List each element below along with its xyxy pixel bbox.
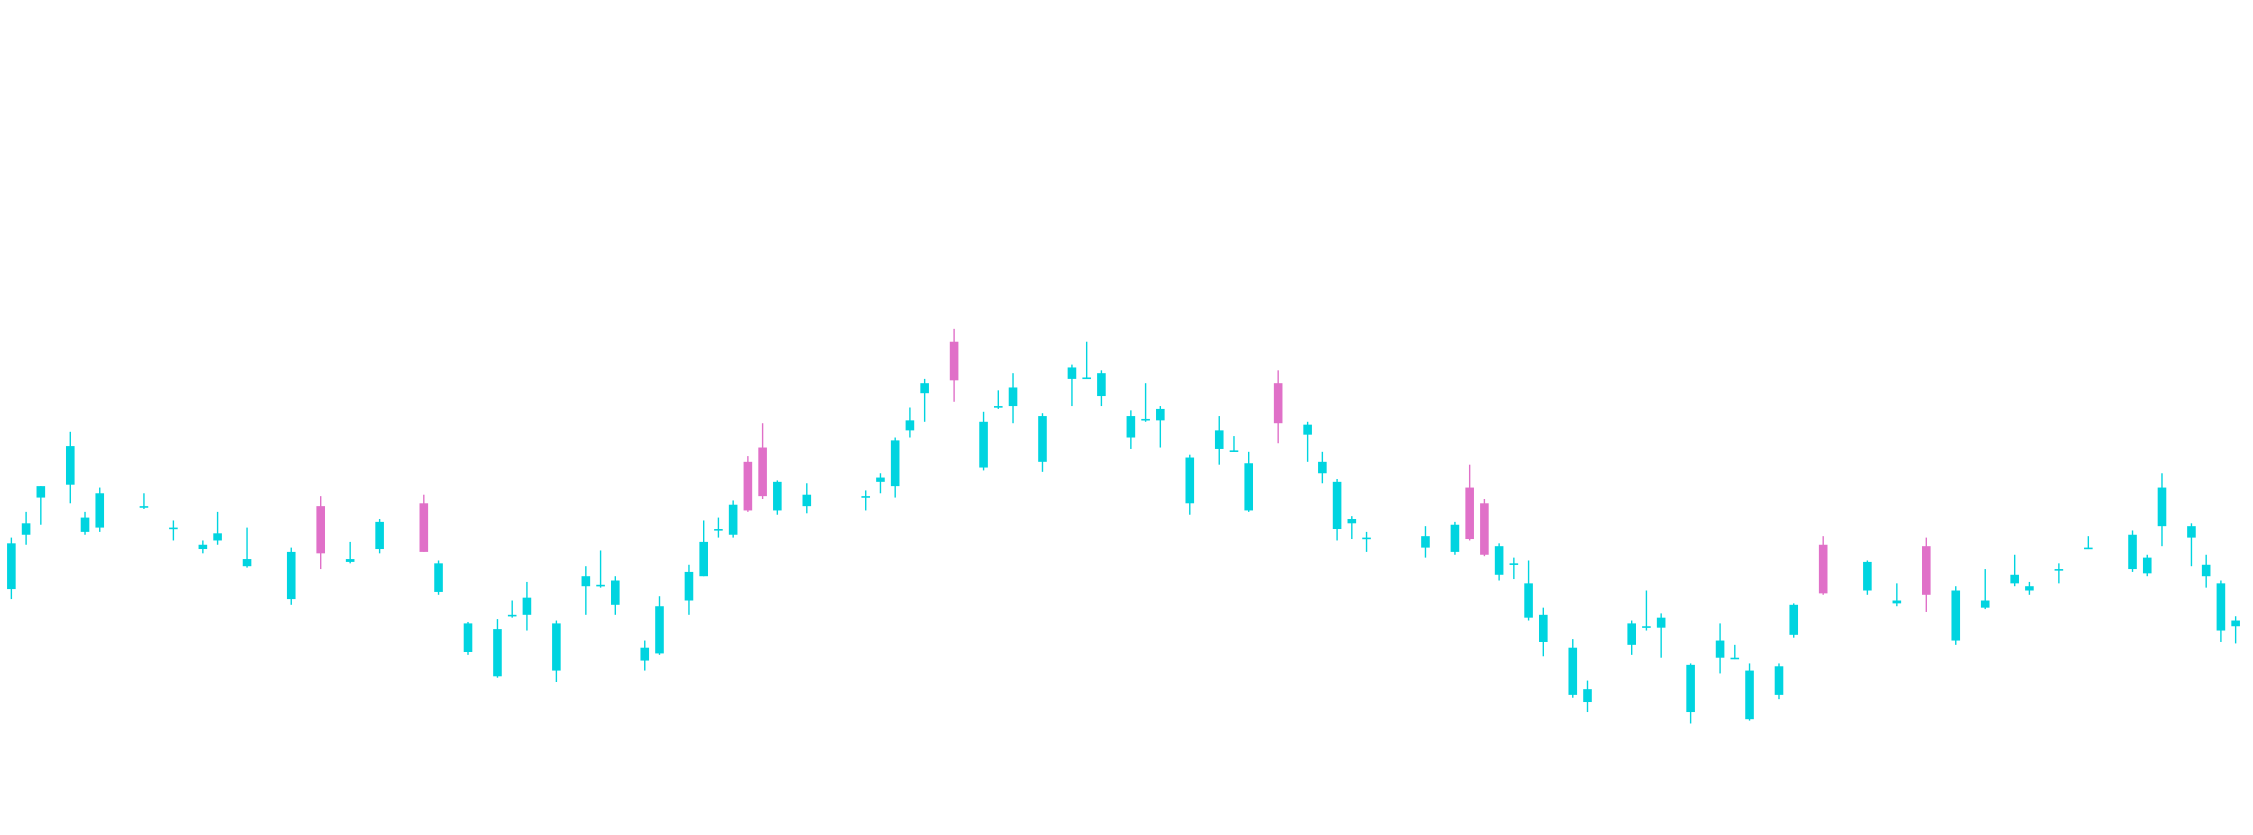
candle-body (905, 420, 915, 431)
candle-body (1627, 623, 1636, 645)
candle-body (375, 521, 384, 550)
candle-body (1818, 544, 1828, 594)
candle-body (1214, 430, 1224, 449)
candle-body (1480, 503, 1489, 555)
candle-body (286, 551, 296, 600)
candle-body (139, 506, 149, 508)
candle-body (7, 543, 16, 590)
candle-body (1715, 640, 1725, 658)
candle-body (2216, 583, 2226, 631)
candle-body (1642, 626, 1651, 628)
candle-body (890, 440, 900, 487)
candle-body (2201, 564, 2211, 577)
candle-body (684, 571, 694, 601)
candle-body (1892, 600, 1902, 604)
candle-body (36, 486, 46, 498)
candle-body (1524, 583, 1533, 618)
candle-body (1038, 416, 1047, 462)
candle-body (1583, 689, 1592, 703)
candle-body (1539, 614, 1548, 642)
candle-body (1745, 670, 1754, 720)
candle-body (1156, 408, 1165, 421)
candle-body (2054, 569, 2064, 571)
candle-body (993, 406, 1003, 408)
candle-body (1244, 463, 1254, 511)
candle-body (1008, 387, 1018, 407)
candle-body (596, 584, 605, 587)
candle-body (773, 481, 782, 511)
candle-body (699, 541, 708, 577)
candle-body (1980, 600, 1990, 608)
candle-body (2231, 620, 2240, 627)
candle-body (1494, 546, 1504, 575)
candle-body (316, 506, 326, 554)
candle-body (242, 559, 252, 567)
candle-body (876, 477, 885, 482)
candle-body (581, 576, 591, 587)
candle-body (1362, 537, 1371, 540)
candle-body (493, 629, 502, 677)
candle-body (1774, 666, 1784, 695)
candle-body (1318, 461, 1327, 474)
candle-body (1185, 457, 1195, 504)
candle-body (1465, 487, 1474, 540)
candle-body (1730, 657, 1740, 660)
candle-body (463, 623, 473, 652)
candle-body (198, 544, 208, 550)
candle-body (728, 504, 738, 535)
candle-body (95, 493, 105, 528)
candle-body (2128, 534, 2137, 570)
candle-body (1951, 590, 1961, 641)
candle-body (1067, 367, 1077, 379)
candle-body (2142, 557, 2152, 574)
candle-body (743, 461, 753, 511)
candle-body (21, 523, 31, 535)
candle-body (2157, 487, 2167, 527)
candle-body (1863, 561, 1872, 591)
candle-body (979, 421, 988, 468)
candle-body (552, 623, 561, 671)
candle-body (1229, 450, 1239, 452)
candle-body (758, 447, 767, 497)
candle-body (1273, 383, 1283, 424)
candle-body (1450, 524, 1460, 552)
candle-body (1082, 377, 1091, 380)
candle-body (522, 597, 532, 615)
candle-body (1332, 481, 1342, 530)
candle-body (419, 503, 429, 552)
candle-body (65, 446, 75, 485)
candle-body (949, 341, 959, 381)
candle-body (1126, 416, 1136, 438)
candle-body (1097, 373, 1106, 397)
candle-body (1421, 536, 1430, 548)
candle-body (1347, 519, 1357, 524)
candle-body (2010, 574, 2019, 584)
candle-body (169, 527, 178, 530)
candle-body (1509, 563, 1519, 565)
candle-body (611, 580, 620, 605)
candle-body (507, 614, 517, 617)
candle-body (2187, 526, 2196, 538)
candle-body (345, 559, 355, 562)
candle-body (1789, 604, 1799, 635)
candle-body (2025, 586, 2034, 591)
candle-body (1921, 546, 1931, 595)
candle-body (1141, 418, 1150, 421)
candle-body (434, 563, 443, 592)
candle-body (920, 383, 929, 394)
candle-body (2084, 547, 2093, 550)
candle-body (80, 517, 90, 532)
candle-body (1656, 617, 1666, 628)
candle-body (714, 529, 723, 531)
candle-body (655, 606, 664, 654)
candle-body (1568, 647, 1578, 695)
candle-body (861, 496, 871, 498)
candle-body (640, 647, 650, 661)
candle-body (213, 533, 222, 541)
candle-body (802, 494, 812, 507)
candle-body (1303, 424, 1312, 435)
candle-body (1686, 664, 1695, 713)
